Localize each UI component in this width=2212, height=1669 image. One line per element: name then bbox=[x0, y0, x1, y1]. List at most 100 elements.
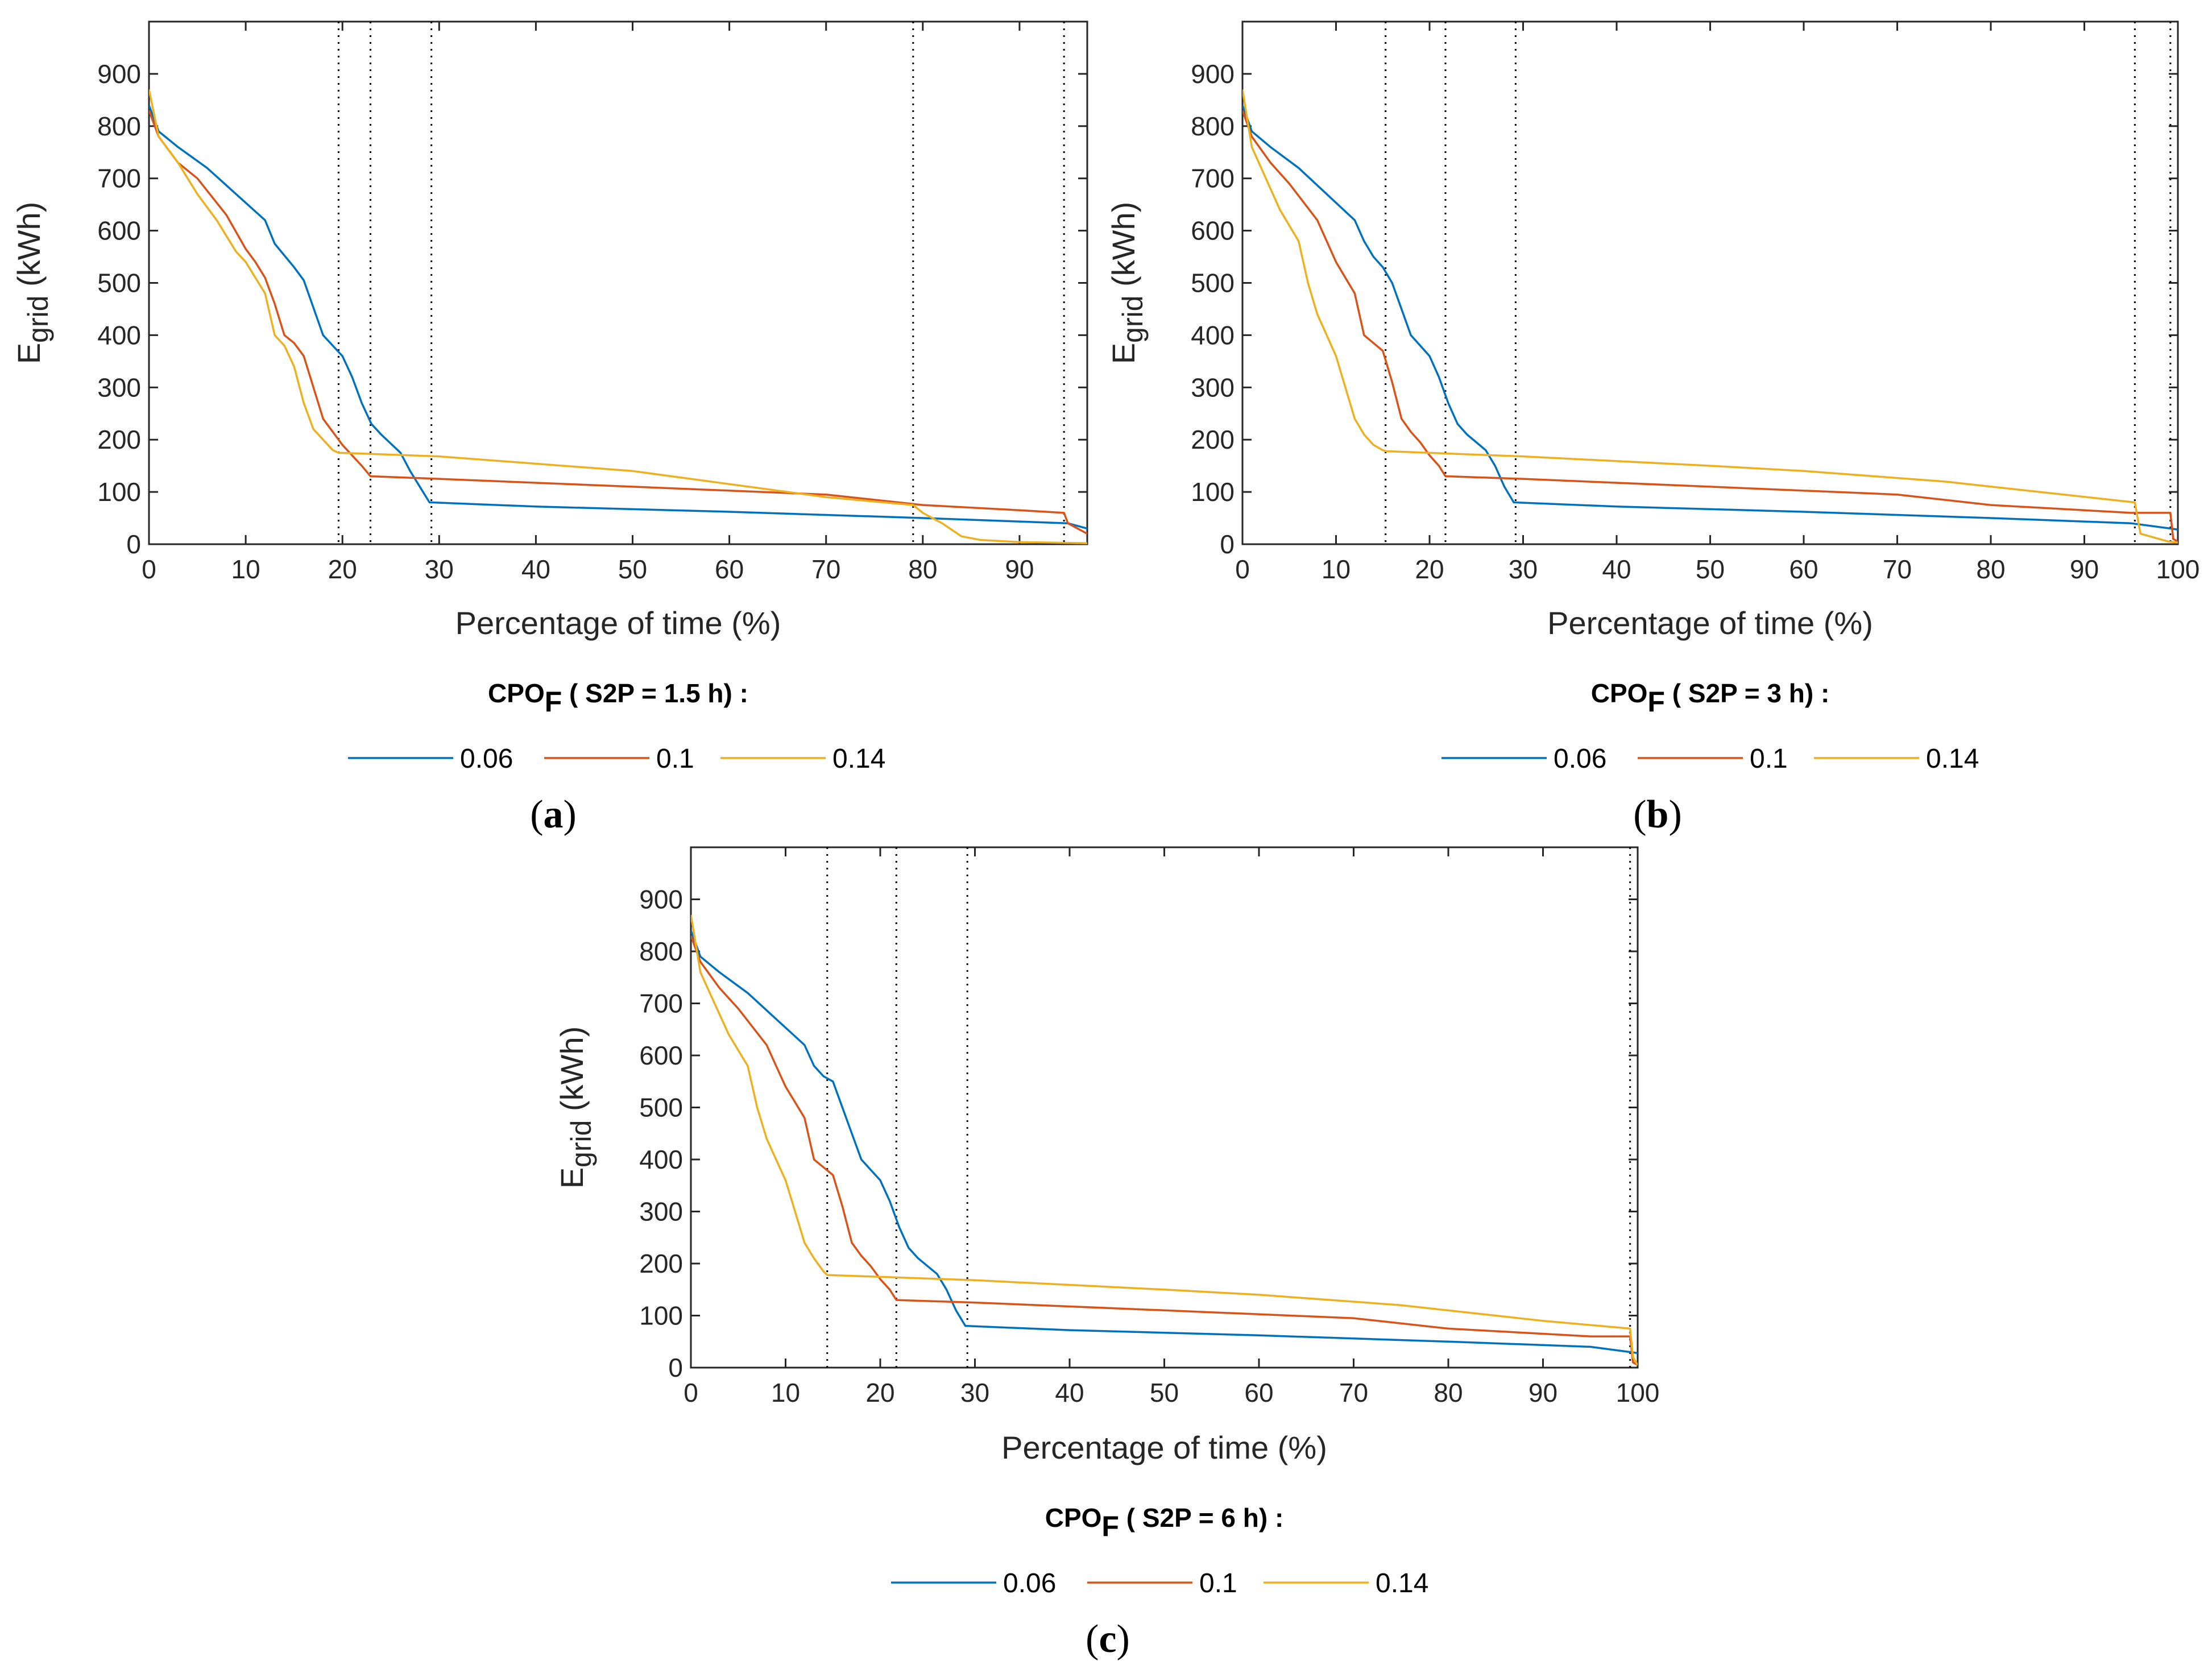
x-tick-label: 10 bbox=[771, 1378, 800, 1407]
y-axis-label: Egrid (kWh) bbox=[11, 202, 54, 365]
y-tick-label: 600 bbox=[1191, 216, 1235, 246]
x-tick-label: 90 bbox=[1528, 1378, 1557, 1407]
y-tick-label: 900 bbox=[1191, 59, 1235, 89]
x-tick-label: 20 bbox=[328, 554, 357, 584]
y-axis-label-unit: (kWh) bbox=[554, 1026, 590, 1120]
y-axis-label-main: E bbox=[554, 1167, 590, 1188]
y-axis-label-sub: grid bbox=[1117, 296, 1149, 343]
legend-label-0.06: 0.06 bbox=[1003, 1568, 1056, 1598]
plot-area bbox=[1241, 20, 2179, 545]
chart-panel-b: 0 10 20 30 40 50 60 70 80 90 100 0 100 200 300 400 500 60… bbox=[1105, 20, 2200, 836]
x-tick-label: 70 bbox=[811, 554, 840, 584]
panel-label-letter: b bbox=[1647, 793, 1669, 836]
plot-area bbox=[148, 20, 1088, 545]
y-tick-label: 700 bbox=[97, 164, 141, 193]
legend-title-main: CPO bbox=[1045, 1503, 1102, 1533]
y-axis-label-main: E bbox=[11, 343, 47, 364]
chart-panel-c: 0 10 20 30 40 50 60 70 80 90 100 0 100 200 300 400 500 60… bbox=[554, 846, 1659, 1661]
y-tick-label: 600 bbox=[639, 1041, 683, 1070]
panel-label-letter: a bbox=[544, 793, 564, 836]
legend-title-main: CPO bbox=[488, 678, 545, 708]
x-axis-label: Percentage of time (%) bbox=[455, 605, 781, 641]
y-axis-label-unit: (kWh) bbox=[11, 202, 47, 296]
legend-title-main: CPO bbox=[1591, 678, 1648, 708]
y-tick-label: 500 bbox=[639, 1093, 683, 1123]
x-tick-label: 90 bbox=[2070, 554, 2099, 584]
legend-label-0.1: 0.1 bbox=[1750, 744, 1788, 774]
y-axis-label-sub: grid bbox=[565, 1120, 597, 1167]
y-tick-label: 800 bbox=[1191, 111, 1235, 141]
y-tick-label: 400 bbox=[639, 1145, 683, 1174]
panel-label-letter: c bbox=[1099, 1617, 1116, 1661]
series-line-0.06 bbox=[1242, 105, 2178, 531]
y-tick-label: 100 bbox=[97, 477, 141, 507]
legend-label-0.1: 0.1 bbox=[656, 744, 694, 774]
series-line-0.14 bbox=[1242, 89, 2178, 544]
legend-label-0.14: 0.14 bbox=[832, 744, 885, 774]
x-tick-label: 10 bbox=[231, 554, 260, 584]
x-tick-label: 80 bbox=[1976, 554, 2005, 584]
legend-title: CPOF ( S2P = 6 h) : bbox=[1045, 1503, 1284, 1542]
y-axis-label: Egrid (kWh) bbox=[1105, 202, 1149, 365]
x-axis-label: Percentage of time (%) bbox=[1547, 605, 1873, 641]
y-tick-label: 700 bbox=[1191, 164, 1235, 193]
x-tick-label: 80 bbox=[908, 554, 937, 584]
x-tick-label: 50 bbox=[1696, 554, 1725, 584]
panel-label-open: ( bbox=[1633, 793, 1646, 836]
panel-label-close: ) bbox=[1668, 793, 1681, 836]
x-tick-label: 70 bbox=[1883, 554, 1912, 584]
legend-label-0.1: 0.1 bbox=[1199, 1568, 1237, 1598]
x-tick-label: 50 bbox=[618, 554, 647, 584]
x-tick-label: 20 bbox=[865, 1378, 894, 1407]
y-tick-label: 400 bbox=[1191, 320, 1235, 350]
y-tick-label: 900 bbox=[639, 885, 683, 914]
series-line-0.14 bbox=[691, 914, 1638, 1366]
y-tick-label: 300 bbox=[639, 1197, 683, 1227]
chart-panel-a: 0 10 20 30 40 50 60 70 80 90010020030040050060070… bbox=[11, 20, 1088, 836]
series-line-0.06 bbox=[149, 105, 1087, 530]
y-axis-label-sub: grid bbox=[22, 296, 54, 343]
panel-label-close: ) bbox=[1117, 1617, 1130, 1661]
y-tick-label: 200 bbox=[1191, 425, 1235, 454]
y-tick-label: 0 bbox=[126, 529, 141, 559]
y-tick-label: 800 bbox=[97, 111, 141, 141]
legend-title: CPOF ( S2P = 1.5 h) : bbox=[488, 678, 748, 718]
y-tick-label: 100 bbox=[639, 1301, 683, 1331]
x-axis-label: Percentage of time (%) bbox=[1001, 1430, 1327, 1465]
y-tick-label: 700 bbox=[639, 989, 683, 1018]
y-axis-label: Egrid (kWh) bbox=[554, 1026, 597, 1189]
x-tick-label: 40 bbox=[521, 554, 550, 584]
x-tick-label: 10 bbox=[1322, 554, 1351, 584]
x-tick-label: 70 bbox=[1339, 1378, 1368, 1407]
panel-label-open: ( bbox=[1086, 1617, 1099, 1661]
legend-title-rest: ( S2P = 3 h) : bbox=[1665, 678, 1829, 708]
y-tick-label: 300 bbox=[1191, 372, 1235, 402]
legend-title: CPOF ( S2P = 3 h) : bbox=[1591, 678, 1830, 718]
y-tick-label: 500 bbox=[97, 268, 141, 298]
y-tick-label: 100 bbox=[1191, 477, 1235, 507]
x-tick-label: 60 bbox=[1789, 554, 1818, 584]
x-tick-label: 100 bbox=[2156, 554, 2200, 584]
x-tick-label: 60 bbox=[1244, 1378, 1273, 1407]
x-tick-label: 90 bbox=[1005, 554, 1034, 584]
x-tick-label: 30 bbox=[425, 554, 454, 584]
legend-label-0.14: 0.14 bbox=[1926, 744, 1979, 774]
legend-label-0.14: 0.14 bbox=[1376, 1568, 1428, 1598]
y-tick-label: 0 bbox=[1220, 529, 1235, 559]
y-tick-label: 500 bbox=[1191, 268, 1235, 298]
panel-label: (a) bbox=[530, 793, 577, 836]
y-tick-label: 200 bbox=[639, 1249, 683, 1278]
series-line-0.1 bbox=[1242, 110, 2178, 542]
legend-title-rest: ( S2P = 1.5 h) : bbox=[562, 678, 748, 708]
x-tick-label: 80 bbox=[1434, 1378, 1463, 1407]
x-tick-label: 30 bbox=[1509, 554, 1538, 584]
panel-label-close: ) bbox=[564, 793, 577, 836]
y-tick-label: 300 bbox=[97, 372, 141, 402]
y-tick-label: 900 bbox=[97, 59, 141, 89]
y-tick-label: 600 bbox=[97, 216, 141, 246]
y-tick-label: 400 bbox=[97, 320, 141, 350]
x-tick-label: 0 bbox=[684, 1378, 698, 1407]
plot-area bbox=[690, 846, 1639, 1369]
series-line-0.06 bbox=[691, 930, 1638, 1355]
